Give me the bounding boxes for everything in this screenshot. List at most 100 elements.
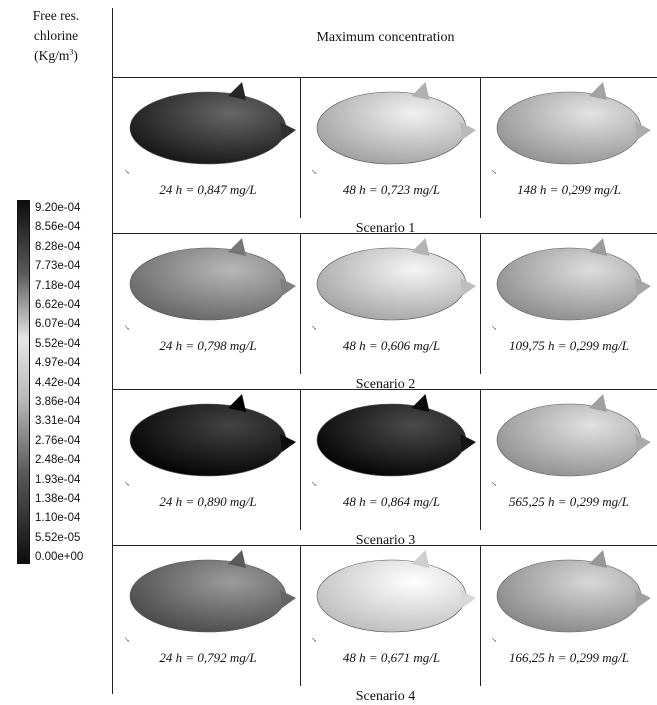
- outlet-fin: [635, 434, 651, 452]
- inlet-fin: [411, 238, 430, 256]
- inlet-fin: [589, 82, 607, 100]
- panel-divider: [480, 390, 481, 530]
- axis-triad-icon: ↘: [491, 636, 497, 644]
- legend-tick: 8.28e-04: [35, 240, 81, 253]
- legend-tick: 2.48e-04: [35, 454, 81, 467]
- tank-surface: [316, 247, 467, 321]
- legend-tick: 3.86e-04: [35, 396, 81, 408]
- tank-panel: [303, 78, 480, 218]
- outlet-fin: [280, 590, 296, 608]
- axis-triad-icon: ↘: [491, 324, 497, 332]
- tank-contour-plot: [496, 82, 651, 165]
- tank-panel: [303, 390, 480, 530]
- color-scale-legend: 9.20e-04 8.56e-04 8.28e-04 7.73e-04 7.18e-04…: [17, 200, 117, 565]
- panel-divider: [480, 234, 481, 374]
- inlet-fin: [228, 238, 246, 256]
- legend-tick: 4.42e-04: [35, 376, 81, 389]
- panel-divider: [300, 234, 301, 374]
- outlet-fin: [460, 590, 476, 608]
- legend-tick: 6.62e-04: [35, 299, 81, 311]
- panel-concentration-label: 48 h = 0,864 mg/L: [342, 494, 441, 509]
- scenario-caption: Scenario 1: [355, 221, 416, 236]
- tank-surface: [316, 91, 467, 165]
- tank-surface: [496, 91, 642, 165]
- tank-surface: [316, 559, 467, 633]
- outlet-fin: [280, 122, 296, 140]
- inlet-fin: [228, 394, 246, 412]
- legend-tick: 5.52e-05: [35, 531, 81, 544]
- tank-surface: [496, 247, 642, 321]
- tank-surface: [129, 91, 287, 165]
- left-column-divider: [112, 8, 113, 694]
- legend-tick: 1.38e-04: [35, 493, 81, 505]
- axis-triad-icon: ↘: [311, 480, 317, 488]
- legend-tick: 0.00e+00: [35, 551, 84, 564]
- outlet-fin: [280, 434, 296, 452]
- legend-tick: 2.76e-04: [35, 434, 81, 447]
- tank-panel: [483, 390, 655, 530]
- axis-triad-icon: ↘: [124, 168, 130, 176]
- tank-surface: [496, 559, 642, 633]
- axis-triad-icon: ↘: [124, 636, 130, 644]
- outlet-fin: [280, 278, 296, 296]
- outlet-fin: [460, 434, 476, 452]
- panel-divider: [300, 78, 301, 218]
- tank-panel: [116, 234, 300, 374]
- tank-contour-plot: [316, 238, 476, 321]
- inlet-fin: [228, 550, 246, 568]
- legend-tick: 6.07e-04: [35, 318, 81, 331]
- scenario-caption: Scenario 4: [355, 689, 416, 704]
- panel-concentration-label: 148 h = 0,299 mg/L: [517, 182, 621, 197]
- panel-concentration-label: 48 h = 0,723 mg/L: [342, 182, 441, 197]
- color-scale-bar: [17, 200, 30, 564]
- row-rule: [112, 233, 657, 234]
- column-title: Maximum concentration: [316, 30, 455, 45]
- tank-panel: [116, 78, 300, 218]
- legend-tick: 3.31e-04: [35, 415, 81, 428]
- tank-surface: [496, 403, 642, 477]
- outlet-fin: [460, 278, 476, 296]
- legend-tick: 9.20e-04: [35, 202, 81, 214]
- legend-tick: 5.52e-04: [35, 337, 81, 350]
- panel-concentration-label: 24 h = 0,792 mg/L: [159, 650, 257, 665]
- inlet-fin: [411, 82, 430, 100]
- inlet-fin: [411, 550, 430, 568]
- tank-contour-plot: [129, 238, 296, 321]
- variable-label: Free res. chlorine (Kg/m3): [0, 6, 112, 66]
- inlet-fin: [589, 238, 607, 256]
- panel-divider: [480, 546, 481, 686]
- header-rule: [112, 77, 657, 78]
- tank-surface: [129, 247, 287, 321]
- legend-tick: 7.73e-04: [35, 260, 81, 273]
- panel-divider: [300, 546, 301, 686]
- axis-triad-icon: ↘: [124, 480, 130, 488]
- outlet-fin: [460, 122, 476, 140]
- scenario-caption: Scenario 3: [355, 533, 416, 548]
- tank-surface: [129, 559, 287, 633]
- axis-triad-icon: ↘: [491, 168, 497, 176]
- tank-panel: [303, 234, 480, 374]
- legend-tick: 1.10e-04: [35, 512, 81, 525]
- tank-contour-plot: [496, 238, 651, 321]
- tank-panel: [483, 546, 655, 686]
- panel-concentration-label: 109,75 h = 0,299 mg/L: [508, 338, 629, 353]
- scenario-caption: Scenario 2: [355, 377, 416, 392]
- panel-divider: [300, 390, 301, 530]
- panel-concentration-label: 48 h = 0,606 mg/L: [342, 338, 441, 353]
- tank-contour-plot: [129, 82, 296, 165]
- outlet-fin: [635, 590, 651, 608]
- legend-tick: 7.18e-04: [35, 279, 81, 292]
- tank-contour-plot: [316, 394, 476, 477]
- axis-triad-icon: ↘: [124, 324, 130, 332]
- tank-contour-plot: [129, 394, 296, 477]
- tank-contour-plot: [316, 550, 476, 633]
- row-rule: [112, 545, 657, 546]
- panel-concentration-label: 24 h = 0,890 mg/L: [159, 494, 257, 509]
- axis-triad-icon: ↘: [491, 480, 497, 488]
- tank-surface: [316, 403, 467, 477]
- tank-contour-plot: [316, 82, 476, 165]
- axis-triad-icon: ↘: [311, 324, 317, 332]
- panel-divider: [480, 78, 481, 218]
- legend-tick: 8.56e-04: [35, 221, 81, 234]
- tank-panel: [116, 390, 300, 530]
